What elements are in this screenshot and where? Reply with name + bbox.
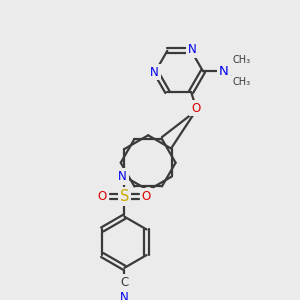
Text: CH₃: CH₃ (232, 77, 250, 87)
Text: CH₃: CH₃ (232, 55, 250, 65)
Text: O: O (191, 102, 200, 115)
Text: N: N (118, 170, 127, 183)
Text: O: O (142, 190, 151, 203)
Text: N: N (120, 291, 129, 300)
Text: O: O (98, 190, 107, 203)
Text: N: N (188, 43, 197, 56)
Text: N: N (150, 66, 159, 79)
Text: N: N (219, 65, 229, 78)
Text: C: C (120, 276, 128, 289)
Text: S: S (120, 189, 129, 204)
